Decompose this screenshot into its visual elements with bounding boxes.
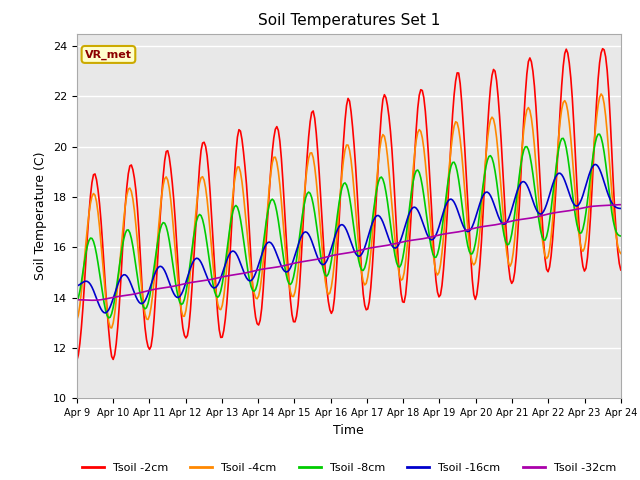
Tsoil -32cm [141,288,149,294]
Tsoil -8cm [264,209,271,215]
Text: VR_met: VR_met [85,49,132,60]
Tsoil -2cm [253,321,261,326]
Tsoil -8cm [255,275,262,280]
Tsoil -32cm [617,202,625,207]
Tsoil -4cm [597,91,605,97]
Tsoil -32cm [588,204,596,209]
Tsoil -16cm [73,283,81,288]
Legend: Tsoil -2cm, Tsoil -4cm, Tsoil -8cm, Tsoil -16cm, Tsoil -32cm: Tsoil -2cm, Tsoil -4cm, Tsoil -8cm, Tsoi… [77,459,621,478]
Tsoil -16cm [264,240,271,245]
Tsoil -32cm [73,297,81,302]
Tsoil -16cm [591,162,599,168]
Tsoil -16cm [255,262,262,267]
Tsoil -2cm [617,267,625,273]
Tsoil -2cm [587,214,595,219]
Tsoil -2cm [311,115,319,121]
Tsoil -8cm [105,315,113,321]
Tsoil -2cm [262,238,270,243]
Tsoil -32cm [312,257,320,263]
Tsoil -4cm [108,325,115,331]
Tsoil -16cm [141,298,149,304]
Tsoil -2cm [599,46,607,51]
Tsoil -4cm [264,203,271,209]
Line: Tsoil -32cm: Tsoil -32cm [77,204,621,300]
Tsoil -8cm [312,220,320,226]
Tsoil -4cm [255,293,262,299]
Tsoil -4cm [312,178,320,183]
Line: Tsoil -4cm: Tsoil -4cm [77,94,621,328]
Tsoil -16cm [588,165,596,170]
Y-axis label: Soil Temperature (C): Soil Temperature (C) [35,152,47,280]
Tsoil -32cm [88,298,96,303]
X-axis label: Time: Time [333,424,364,437]
Tsoil -8cm [617,233,625,239]
Tsoil -8cm [588,160,596,166]
Tsoil -16cm [237,260,244,266]
Tsoil -16cm [102,310,109,316]
Tsoil -4cm [141,311,149,317]
Tsoil -8cm [237,216,244,222]
Tsoil -8cm [141,306,149,312]
Tsoil -32cm [264,265,271,271]
Tsoil -4cm [237,169,244,175]
Tsoil -2cm [73,358,81,363]
Tsoil -8cm [73,299,81,304]
Tsoil -2cm [235,127,243,132]
Tsoil -32cm [237,271,244,277]
Tsoil -8cm [596,132,604,137]
Tsoil -4cm [617,251,625,256]
Tsoil -16cm [312,251,320,257]
Line: Tsoil -16cm: Tsoil -16cm [77,165,621,313]
Line: Tsoil -8cm: Tsoil -8cm [77,134,621,318]
Tsoil -16cm [617,205,625,211]
Tsoil -4cm [73,317,81,323]
Tsoil -2cm [140,306,147,312]
Line: Tsoil -2cm: Tsoil -2cm [77,48,621,360]
Tsoil -32cm [255,267,262,273]
Tsoil -4cm [588,168,596,174]
Title: Soil Temperatures Set 1: Soil Temperatures Set 1 [258,13,440,28]
